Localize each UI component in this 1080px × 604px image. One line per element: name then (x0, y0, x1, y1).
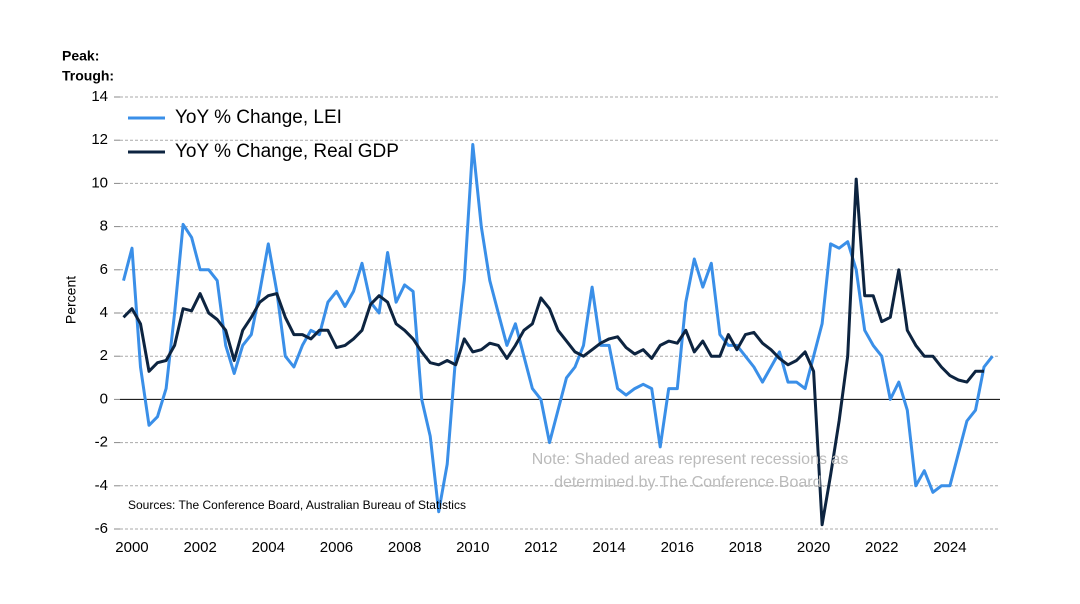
legend-label: YoY % Change, Real GDP (175, 141, 399, 162)
x-tick-label: 2014 (592, 539, 625, 556)
series-line (122, 177, 984, 527)
x-tick-label: 2006 (320, 539, 353, 556)
y-tick-label: 4 (100, 304, 108, 321)
note: Note: Shaded areas represent recessions … (532, 451, 849, 468)
peak-label: Peak: (62, 48, 99, 64)
y-tick-label: 14 (91, 88, 108, 105)
x-tick-label: 2016 (661, 539, 694, 556)
y-tick-label: 8 (100, 218, 108, 235)
x-tick-label: 2022 (865, 539, 898, 556)
note: determined by The Conference Board. (554, 474, 826, 491)
y-tick-label: -6 (95, 520, 108, 537)
y-tick-label: -2 (95, 434, 108, 451)
y-tick-label: -4 (95, 477, 108, 494)
x-tick-label: 2020 (797, 539, 830, 556)
y-tick-label: 12 (91, 131, 108, 148)
series-line (122, 143, 994, 514)
x-tick-label: 2000 (115, 539, 148, 556)
x-tick-label: 2012 (524, 539, 557, 556)
y-tick-label: 2 (100, 347, 108, 364)
x-tick-label: 2024 (933, 539, 966, 556)
x-tick-label: 2004 (252, 539, 285, 556)
x-tick-label: 2018 (729, 539, 762, 556)
trough-label: Trough: (62, 68, 114, 84)
x-tick-label: 2008 (388, 539, 421, 556)
y-axis-label: Percent (63, 276, 79, 324)
legend-label: YoY % Change, LEI (175, 107, 342, 128)
x-tick-label: 2010 (456, 539, 489, 556)
y-tick-label: 0 (100, 390, 108, 407)
source: Sources: The Conference Board, Australia… (128, 498, 466, 512)
x-tick-label: 2002 (183, 539, 216, 556)
y-tick-label: 6 (100, 261, 108, 278)
y-tick-label: 10 (91, 174, 108, 191)
